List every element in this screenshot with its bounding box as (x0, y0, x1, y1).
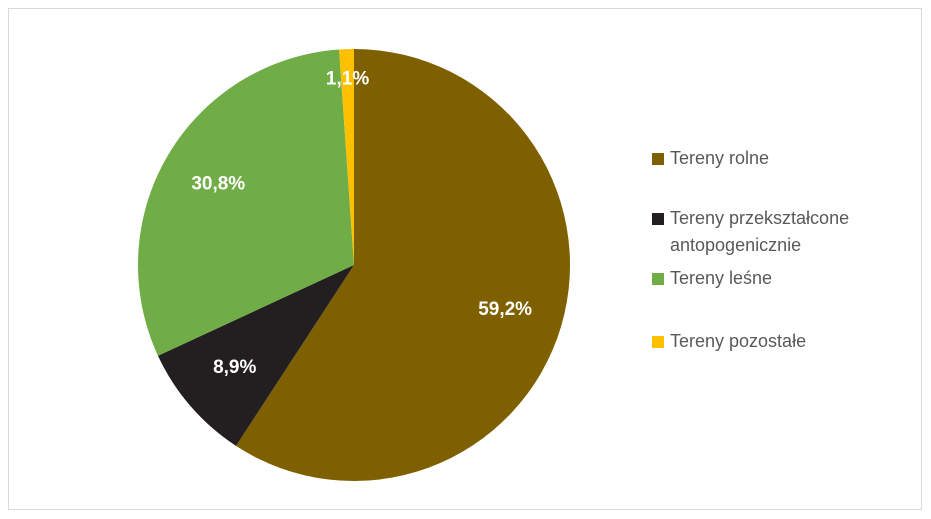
data-label: 30,8% (191, 174, 245, 195)
legend-item: Tereny przekształcone antopogenicznie (652, 205, 902, 259)
legend-label: Tereny przekształcone antopogenicznie (670, 208, 850, 255)
legend-swatch (652, 153, 664, 165)
legend-item: Tereny rolne (652, 145, 902, 172)
legend-label: Tereny pozostałe (670, 331, 807, 351)
legend-item: Tereny leśne (652, 265, 902, 292)
legend-label: Tereny rolne (670, 148, 770, 168)
legend: Tereny rolne Tereny przekształcone antopo… (652, 145, 902, 355)
legend-swatch (652, 273, 664, 285)
pie-slice (157, 265, 354, 446)
legend-label: Tereny leśne (670, 268, 773, 288)
legend-item: Tereny pozostałe (652, 328, 902, 355)
legend-swatch (652, 213, 664, 225)
pie-slice (138, 49, 354, 356)
pie-slice (235, 49, 570, 481)
data-label: 8,9% (213, 357, 256, 378)
legend-swatch (652, 336, 664, 348)
data-label: 1,1% (326, 68, 369, 89)
data-label: 59,2% (478, 299, 532, 320)
pie-slice (339, 49, 354, 265)
